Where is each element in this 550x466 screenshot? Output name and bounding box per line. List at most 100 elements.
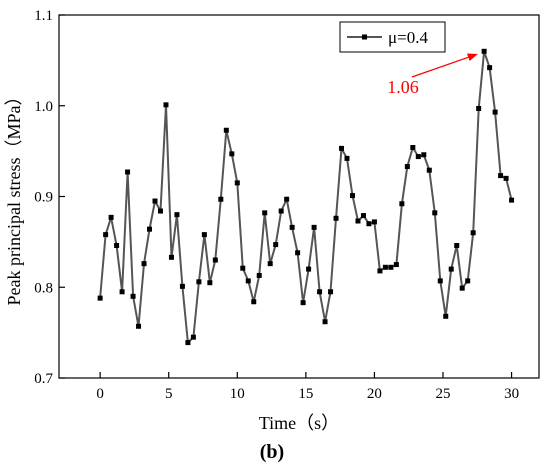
data-point: [284, 196, 290, 202]
data-point: [498, 173, 504, 179]
data-point: [448, 266, 454, 272]
data-point: [476, 105, 482, 111]
data-point: [311, 224, 317, 230]
data-point: [454, 243, 460, 249]
data-point: [147, 226, 153, 232]
data-point: [393, 262, 399, 268]
data-point: [355, 218, 361, 224]
legend-marker: [362, 34, 367, 40]
data-point: [251, 299, 257, 305]
y-axis-title: Peak principal stress（MPa）: [4, 88, 24, 306]
data-point: [437, 278, 443, 284]
data-point: [262, 210, 268, 216]
data-point: [415, 154, 421, 160]
data-point: [465, 278, 471, 284]
legend-label: μ=0.4: [388, 28, 428, 47]
data-point: [481, 48, 487, 54]
plot-frame: [58, 14, 540, 379]
data-point: [234, 180, 240, 186]
data-point: [487, 65, 493, 71]
y-tick-label: 0.7: [34, 371, 53, 387]
x-tick-label: 20: [367, 386, 382, 402]
data-point: [267, 261, 273, 267]
data-point: [295, 250, 301, 256]
data-point: [366, 221, 372, 227]
data-point: [399, 201, 405, 207]
data-point: [103, 232, 109, 238]
data-point: [136, 323, 142, 329]
data-point: [168, 254, 174, 260]
data-point: [404, 164, 410, 170]
annotation-label: 1.06: [387, 77, 419, 97]
data-point: [114, 243, 120, 249]
data-point: [185, 340, 191, 346]
data-point: [503, 175, 509, 181]
data-point: [152, 198, 158, 204]
data-point: [306, 266, 312, 272]
data-point: [382, 264, 388, 270]
data-point: [207, 280, 213, 286]
y-tick-label: 1.0: [34, 99, 53, 115]
data-point: [196, 279, 202, 285]
panel-label: (b): [260, 441, 284, 463]
y-tick-label: 0.9: [34, 190, 53, 206]
plot-border: [58, 14, 540, 379]
data-point: [421, 152, 427, 158]
data-point: [97, 295, 103, 301]
data-point: [432, 210, 438, 216]
data-point: [108, 214, 114, 220]
x-axis: 0 5 10 15 20 25 30: [96, 372, 519, 402]
data-point: [317, 289, 323, 295]
x-tick-label: 15: [298, 386, 313, 402]
data-point: [256, 272, 262, 278]
data-point: [459, 285, 465, 291]
y-tick-label: 0.8: [34, 280, 53, 296]
x-tick-label: 10: [230, 386, 245, 402]
data-point: [339, 145, 345, 151]
y-axis: 0.7 0.8 0.9 1.0 1.1: [34, 8, 65, 387]
data-point: [322, 319, 328, 325]
x-axis-title: Time（s）: [259, 413, 339, 433]
data-point: [377, 268, 383, 274]
data-point: [163, 102, 169, 108]
x-tick-label: 30: [504, 386, 519, 402]
data-point: [470, 230, 476, 236]
series-layer: [97, 48, 515, 346]
data-point: [410, 144, 416, 150]
x-tick-label: 5: [165, 386, 173, 402]
data-point: [509, 197, 515, 203]
data-point: [273, 242, 279, 248]
data-point: [349, 193, 355, 199]
data-point: [443, 313, 449, 319]
data-point: [179, 283, 185, 289]
data-point: [344, 155, 350, 161]
data-point: [328, 289, 334, 295]
x-tick-label: 0: [96, 386, 104, 402]
data-point: [426, 167, 432, 173]
data-point: [174, 212, 180, 218]
data-point: [300, 300, 306, 306]
legend: μ=0.4: [339, 21, 446, 53]
x-tick-label: 25: [436, 386, 451, 402]
data-point: [229, 151, 235, 157]
annotation-arrow: [411, 53, 478, 78]
data-point: [141, 261, 147, 267]
data-point: [190, 334, 196, 340]
data-point: [212, 257, 218, 263]
data-point: [492, 109, 498, 115]
data-point: [371, 219, 377, 225]
series-line: [99, 50, 513, 345]
data-point: [130, 293, 136, 299]
y-tick-label: 1.1: [34, 8, 53, 24]
data-point: [333, 215, 339, 221]
data-point: [119, 289, 125, 295]
data-point: [388, 264, 394, 270]
data-point: [125, 169, 131, 175]
data-point: [245, 278, 251, 284]
data-point: [218, 196, 224, 202]
data-point: [360, 213, 366, 219]
data-point: [240, 265, 246, 271]
data-point: [223, 127, 229, 133]
data-point: [157, 208, 163, 214]
